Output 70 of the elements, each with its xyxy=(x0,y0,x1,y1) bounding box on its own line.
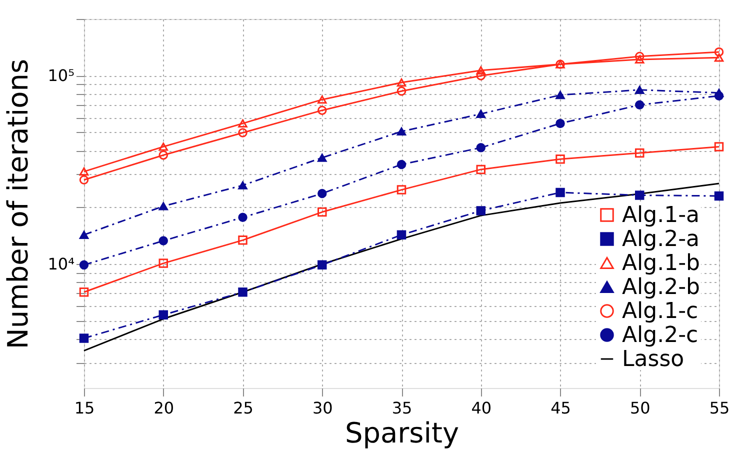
point xyxy=(318,154,327,162)
legend-label: Alg.1-c xyxy=(622,299,698,324)
point xyxy=(714,142,724,152)
point xyxy=(238,128,248,138)
point xyxy=(635,100,644,110)
legend-label: Lasso xyxy=(622,347,684,372)
point xyxy=(635,148,644,158)
point xyxy=(318,95,327,104)
point xyxy=(396,185,406,194)
x-tick-label: 35 xyxy=(392,398,412,418)
point xyxy=(635,86,644,94)
point xyxy=(238,119,248,128)
point xyxy=(238,236,248,245)
x-tick-label: 50 xyxy=(630,398,650,418)
point xyxy=(158,310,168,320)
y-tick-label: 10⁴ xyxy=(48,254,74,274)
legend-label: Alg.2-a xyxy=(622,227,700,252)
point xyxy=(714,47,724,57)
point xyxy=(396,230,406,240)
point xyxy=(396,160,406,170)
point xyxy=(158,142,168,151)
x-axis-title: Sparsity xyxy=(344,416,460,450)
x-tick-label: 45 xyxy=(550,398,571,418)
point xyxy=(556,90,565,100)
point xyxy=(396,127,406,136)
point xyxy=(476,66,486,75)
point xyxy=(158,258,168,268)
point xyxy=(79,288,89,297)
point xyxy=(79,167,89,176)
point xyxy=(476,71,486,80)
point xyxy=(635,52,644,61)
point xyxy=(396,78,406,87)
legend-label: Alg.1-a xyxy=(622,203,700,228)
legend-label: Alg.2-c xyxy=(622,323,698,348)
legend-label: Alg.2-b xyxy=(622,275,700,300)
point xyxy=(476,164,486,174)
point xyxy=(556,118,565,128)
x-tick-label: 25 xyxy=(233,398,254,418)
point xyxy=(79,175,89,184)
point xyxy=(318,188,327,198)
x-tick-label: 15 xyxy=(74,398,95,418)
point xyxy=(238,212,248,222)
point xyxy=(238,181,248,190)
point xyxy=(635,190,644,200)
point xyxy=(79,230,89,239)
x-tick-label: 55 xyxy=(709,398,730,418)
point xyxy=(714,191,724,201)
y-tick-label: 10⁵ xyxy=(48,66,74,86)
point xyxy=(556,188,565,198)
point xyxy=(476,143,486,152)
point xyxy=(158,202,168,210)
point xyxy=(635,55,644,64)
x-tick-label: 30 xyxy=(312,398,333,418)
point xyxy=(476,110,486,118)
point xyxy=(158,150,168,160)
point xyxy=(714,54,724,62)
x-tick-label: 40 xyxy=(471,398,492,418)
point xyxy=(318,260,327,270)
point xyxy=(476,206,486,216)
point xyxy=(79,260,89,270)
y-axis-title: Number of iterations xyxy=(2,58,35,350)
point xyxy=(318,106,327,115)
point xyxy=(318,207,327,217)
x-tick-label: 20 xyxy=(154,398,174,418)
point xyxy=(79,334,89,343)
point xyxy=(396,86,406,96)
point xyxy=(556,154,565,164)
point xyxy=(238,288,248,297)
legend-label: Alg.1-b xyxy=(622,251,700,276)
point xyxy=(158,236,168,246)
